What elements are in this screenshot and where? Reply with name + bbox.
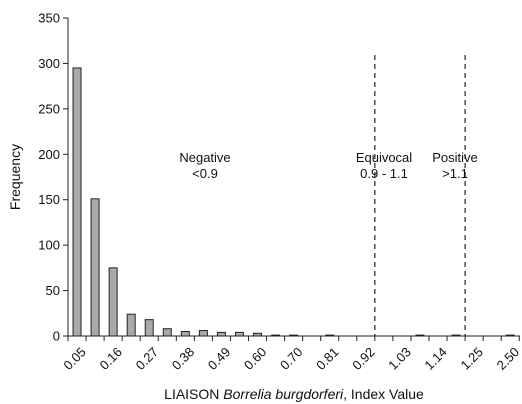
bar-9 (234, 331, 244, 337)
x-tick-label: 0.92 (349, 344, 378, 373)
x-tick-label: 0.16 (97, 344, 126, 373)
bars-group (72, 67, 515, 337)
region-dividers (374, 55, 466, 336)
y-tick-label: 0 (53, 329, 60, 344)
bar-4 (144, 319, 154, 337)
x-ticks: 0.05 0.16 0.27 0.38 0.49 0.60 0.70 0.81 0.92 1.03… (60, 336, 522, 373)
bar-3 (126, 313, 136, 337)
x-tick-label: 0.38 (169, 344, 198, 373)
x-axis-title-prefix: LIAISON (164, 386, 223, 402)
x-tick-label: 0.05 (60, 344, 89, 373)
bar-2 (108, 267, 118, 337)
x-tick-label: 2.50 (494, 344, 522, 373)
x-axis-title-suffix: , Index Value (343, 386, 424, 402)
x-tick-label: 0.81 (313, 344, 342, 373)
x-axis-title: LIAISON Borrelia burgdorferi, Index Valu… (164, 386, 424, 402)
bar-6 (180, 330, 190, 337)
y-tick-label: 300 (38, 56, 60, 71)
x-tick-label: 0.49 (205, 344, 234, 373)
region-label-equivocal: Equivocal (356, 150, 412, 165)
y-tick-label: 250 (38, 101, 60, 116)
region-range-positive: >1.1 (442, 166, 468, 181)
region-label-negative: Negative (179, 150, 230, 165)
x-tick-label: 0.27 (133, 344, 162, 373)
x-tick-label: 1.03 (385, 344, 414, 373)
region-range-negative: <0.9 (192, 166, 218, 181)
x-tick-label: 0.70 (277, 344, 306, 373)
y-tick-label: 150 (38, 192, 60, 207)
x-tick-label: 0.60 (241, 344, 270, 373)
region-range-equivocal: 0.9 - 1.1 (360, 166, 408, 181)
y-axis-title: Frequency (7, 144, 23, 210)
bar-1 (90, 198, 100, 337)
y-tick-label: 200 (38, 147, 60, 162)
y-tick-label: 100 (38, 238, 60, 253)
bar-8 (216, 331, 226, 337)
y-ticks: 0 50 100 150 200 250 300 350 (38, 11, 68, 344)
bar-5 (162, 328, 172, 337)
x-tick-label: 1.14 (421, 344, 450, 373)
bar-7 (198, 330, 208, 337)
region-label-positive: Positive (432, 150, 478, 165)
y-tick-label: 350 (38, 11, 60, 26)
x-axis-title-italic: Borrelia burgdorferi (223, 386, 344, 402)
y-tick-label: 50 (46, 283, 60, 298)
x-tick-label: 1.25 (458, 344, 487, 373)
bar-0 (72, 67, 82, 337)
axes-group (67, 18, 520, 337)
